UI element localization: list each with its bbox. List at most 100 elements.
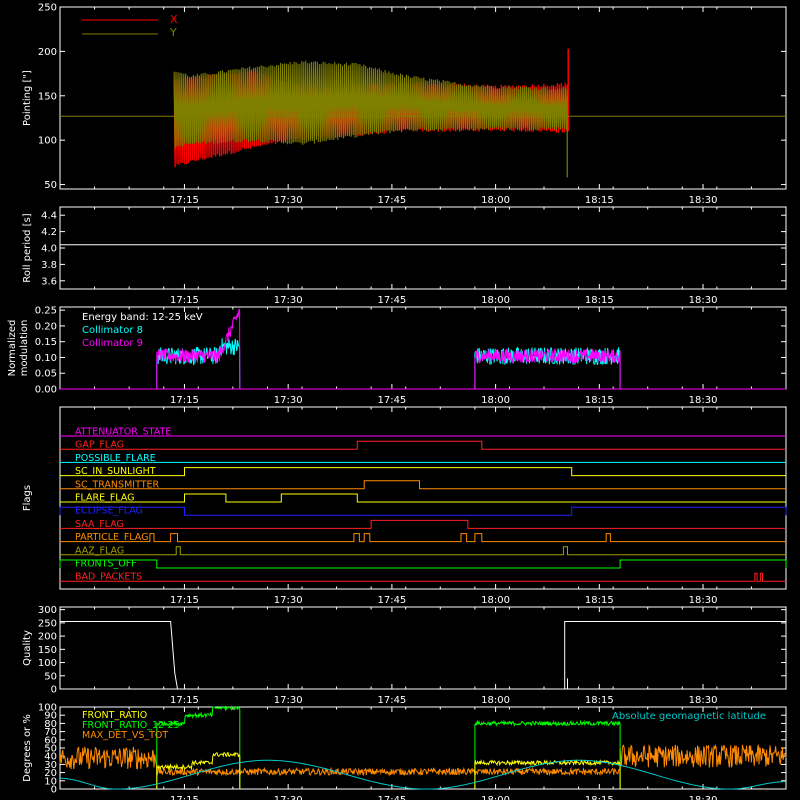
series-front-ratio-low [156, 705, 621, 789]
y-tick-label: 80 [44, 719, 57, 730]
series-geomagnetic-latitude [59, 759, 787, 790]
x-tick-label: 17:45 [377, 795, 406, 800]
flags-ylabel: Flags [22, 485, 33, 511]
panel-roll: 17:15 17:30 17:45 18:00 18:15 18:30 3.6 3.8 4.0 4… [41, 206, 787, 306]
legend-x-label: X [170, 13, 178, 26]
series-collimator-9 [156, 308, 621, 390]
y-tick-label: 4.0 [41, 244, 57, 255]
legend-front-ratio-low: FRONT_RATIO_12-25 [82, 720, 180, 731]
y-tick-label: 250 [38, 3, 57, 14]
y-tick-label: 100 [38, 703, 57, 714]
y-tick-label: 50 [44, 180, 57, 191]
x-tick-label: 18:15 [585, 195, 614, 206]
y-tick-label: 0.20 [35, 321, 57, 332]
y-tick-label: 4.4 [41, 211, 57, 222]
y-tick-label: 4.2 [41, 227, 57, 238]
y-tick-label: 0.15 [35, 337, 57, 348]
modulation-ylabel-line2: modulation [19, 320, 30, 377]
series-max-det-vs-tot [59, 744, 787, 777]
x-tick-label: 18:00 [481, 795, 510, 800]
flag-label-fronts-off: FRONTS_OFF [75, 559, 137, 570]
flag-sc-in-sunlight-trace [60, 467, 786, 477]
x-tick-label: 17:15 [170, 795, 199, 800]
panel-modulation: 17:15 17:30 17:45 18:00 18:15 18:30 0.00 0.05 0.… [35, 306, 787, 406]
flag-saa-flag-trace [60, 519, 786, 529]
flags-frame [59, 406, 787, 590]
x-tick-label: 18:30 [689, 395, 718, 406]
x-tick-label: 18:15 [585, 395, 614, 406]
x-tick-label: 17:15 [170, 395, 199, 406]
y-tick-label: 20 [44, 768, 57, 779]
ratios-ylabel: Degrees or % [22, 714, 33, 782]
x-tick-label: 18:00 [481, 695, 510, 706]
flag-label-sc-in-sunlight: SC_IN_SUNLIGHT [75, 466, 156, 477]
x-tick-label: 18:15 [585, 595, 614, 606]
y-tick-label: 0.10 [35, 353, 57, 364]
energy-band-annotation: Energy band: 12-25 keV [82, 312, 203, 323]
x-tick-label: 17:45 [377, 695, 406, 706]
x-tick-label: 17:45 [377, 195, 406, 206]
x-tick-label: 18:15 [585, 295, 614, 306]
y-tick-label: 150 [38, 91, 57, 102]
flag-label-gap-flag: GAP_FLAG [75, 440, 124, 451]
roll-ylabel: Roll period [s] [22, 213, 33, 282]
x-tick-label: 17:30 [274, 195, 303, 206]
flag-sc-transmitter-trace [60, 480, 786, 490]
x-tick-label: 18:15 [585, 795, 614, 800]
y-tick-label: 100 [38, 136, 57, 147]
flag-label-particle-flag: PARTICLE_FLAG [75, 532, 148, 543]
y-tick-label: 70 [44, 727, 57, 738]
x-tick-label: 17:30 [274, 395, 303, 406]
series-collimator-8 [156, 338, 621, 390]
pointing-frame [59, 6, 787, 190]
legend-front-ratio: FRONT_RATIO [82, 710, 147, 721]
flag-label-aaz-flag: AAZ_FLAG [75, 545, 124, 556]
y-tick-label: 10 [44, 776, 57, 787]
x-tick-label: 18:15 [585, 695, 614, 706]
y-tick-label: 90 [44, 711, 57, 722]
flag-label-attenuator-state: ATTENUATOR_STATE [75, 427, 171, 438]
x-tick-label: 18:00 [481, 295, 510, 306]
x-tick-label: 17:45 [377, 595, 406, 606]
roll-frame [59, 206, 787, 290]
flag-label-saa-flag: SAA_FLAG [75, 519, 124, 530]
pointing-ylabel: Pointing ["] [22, 70, 33, 126]
x-tick-label: 17:30 [274, 595, 303, 606]
x-tick-label: 18:30 [689, 295, 718, 306]
y-tick-label: 3.6 [41, 276, 57, 287]
flag-particle-flag-trace [60, 533, 786, 543]
flag-label-possible-flare: POSSIBLE_FLARE [75, 453, 156, 464]
y-tick-label: 40 [44, 752, 57, 763]
y-tick-label: 200 [38, 632, 57, 643]
x-tick-label: 17:30 [274, 695, 303, 706]
y-tick-label: 150 [38, 645, 57, 656]
panel-flags: 17:15 17:30 17:45 18:00 18:15 18:30 ATTENUATOR… [59, 406, 787, 606]
x-tick-label: 17:15 [170, 295, 199, 306]
series-y-pointing [173, 60, 569, 149]
x-tick-label: 18:30 [689, 695, 718, 706]
x-tick-label: 17:30 [274, 295, 303, 306]
modulation-ylabel-line1: Normalized [7, 320, 18, 377]
x-tick-label: 17:45 [377, 395, 406, 406]
y-tick-label: 0.00 [35, 385, 57, 396]
y-tick-label: 30 [44, 760, 57, 771]
legend-collimator-8: Collimator 8 [82, 325, 143, 336]
legend-geomag-latitude: Absolute geomagnetic latitude [612, 711, 766, 722]
x-tick-label: 18:00 [481, 395, 510, 406]
y-tick-label: 300 [38, 605, 57, 616]
series-front-ratio [156, 751, 621, 789]
x-tick-label: 18:00 [481, 595, 510, 606]
panel-pointing: 17:15 17:30 17:45 18:00 18:15 18:30 50 100 150 20… [38, 3, 787, 206]
flag-label-sc-transmitter: SC_TRANSMITTER [75, 479, 160, 490]
y-tick-label: 0 [51, 685, 57, 696]
flag-fronts-off-trace [59, 559, 787, 569]
y-tick-label: 60 [44, 735, 57, 746]
x-tick-label: 17:15 [170, 595, 199, 606]
panel-quality: 17:15 17:30 17:45 18:00 18:15 18:30 0 50 100 150 2… [38, 605, 787, 706]
panel-ratios: 17:15 17:30 17:45 18:00 18:15 18:30 0102030405… [38, 703, 787, 800]
flag-gap-flag-trace [60, 440, 786, 450]
y-tick-label: 50 [44, 744, 57, 755]
x-tick-label: 17:30 [274, 795, 303, 800]
x-tick-label: 18:30 [689, 595, 718, 606]
